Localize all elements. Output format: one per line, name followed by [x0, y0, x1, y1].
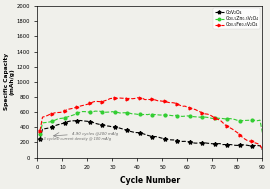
Co₀.₅Zn₀.₅V₂O₄ [226, 118, 229, 120]
Co₀.₅Fe₀.₅V₂O₄ [106, 99, 109, 101]
CoV₂O₄ [68, 120, 72, 122]
Legend: CoV₂O₄, Co₀.₅Zn₀.₅V₂O₄, Co₀.₅Fe₀.₅V₂O₄: CoV₂O₄, Co₀.₅Zn₀.₅V₂O₄, Co₀.₅Fe₀.₅V₂O₄ [213, 9, 260, 29]
CoV₂O₄ [196, 142, 199, 144]
Co₀.₅Zn₀.₅V₂O₄ [38, 133, 42, 136]
Line: Co₀.₅Fe₀.₅V₂O₄: Co₀.₅Fe₀.₅V₂O₄ [39, 96, 264, 151]
Co₀.₅Zn₀.₅V₂O₄ [231, 118, 234, 120]
Y-axis label: Specific Capacity
(mAh/g): Specific Capacity (mAh/g) [4, 53, 15, 110]
Co₀.₅Fe₀.₅V₂O₄ [226, 125, 229, 128]
Co₀.₅Zn₀.₅V₂O₄ [68, 115, 72, 117]
CoV₂O₄ [253, 144, 256, 147]
Co₀.₅Zn₀.₅V₂O₄ [196, 116, 199, 118]
Co₀.₅Fe₀.₅V₂O₄ [261, 148, 264, 150]
CoV₂O₄ [108, 125, 112, 127]
CoV₂O₄ [226, 144, 229, 146]
CoV₂O₄ [261, 149, 264, 151]
CoV₂O₄ [78, 119, 82, 122]
Co₀.₅Fe₀.₅V₂O₄ [68, 108, 72, 110]
Co₀.₅Fe₀.₅V₂O₄ [196, 109, 199, 112]
Co₀.₅Fe₀.₅V₂O₄ [38, 130, 42, 132]
Text: 4-90 cycles @200 mA/g: 4-90 cycles @200 mA/g [72, 132, 119, 136]
Line: Co₀.₅Zn₀.₅V₂O₄: Co₀.₅Zn₀.₅V₂O₄ [39, 110, 264, 136]
Co₀.₅Fe₀.₅V₂O₄ [253, 142, 256, 144]
Co₀.₅Zn₀.₅V₂O₄ [253, 119, 256, 121]
Co₀.₅Zn₀.₅V₂O₄ [93, 110, 97, 112]
X-axis label: Cycle Number: Cycle Number [120, 176, 180, 185]
Text: 1-3 cycles, current density @ 100 mA/g: 1-3 cycles, current density @ 100 mA/g [40, 137, 111, 141]
Co₀.₅Fe₀.₅V₂O₄ [231, 128, 234, 130]
Line: CoV₂O₄: CoV₂O₄ [38, 118, 265, 152]
CoV₂O₄ [231, 144, 234, 146]
CoV₂O₄ [38, 138, 42, 140]
Co₀.₅Zn₀.₅V₂O₄ [261, 132, 264, 134]
Co₀.₅Fe₀.₅V₂O₄ [136, 97, 139, 99]
Co₀.₅Zn₀.₅V₂O₄ [108, 111, 112, 113]
